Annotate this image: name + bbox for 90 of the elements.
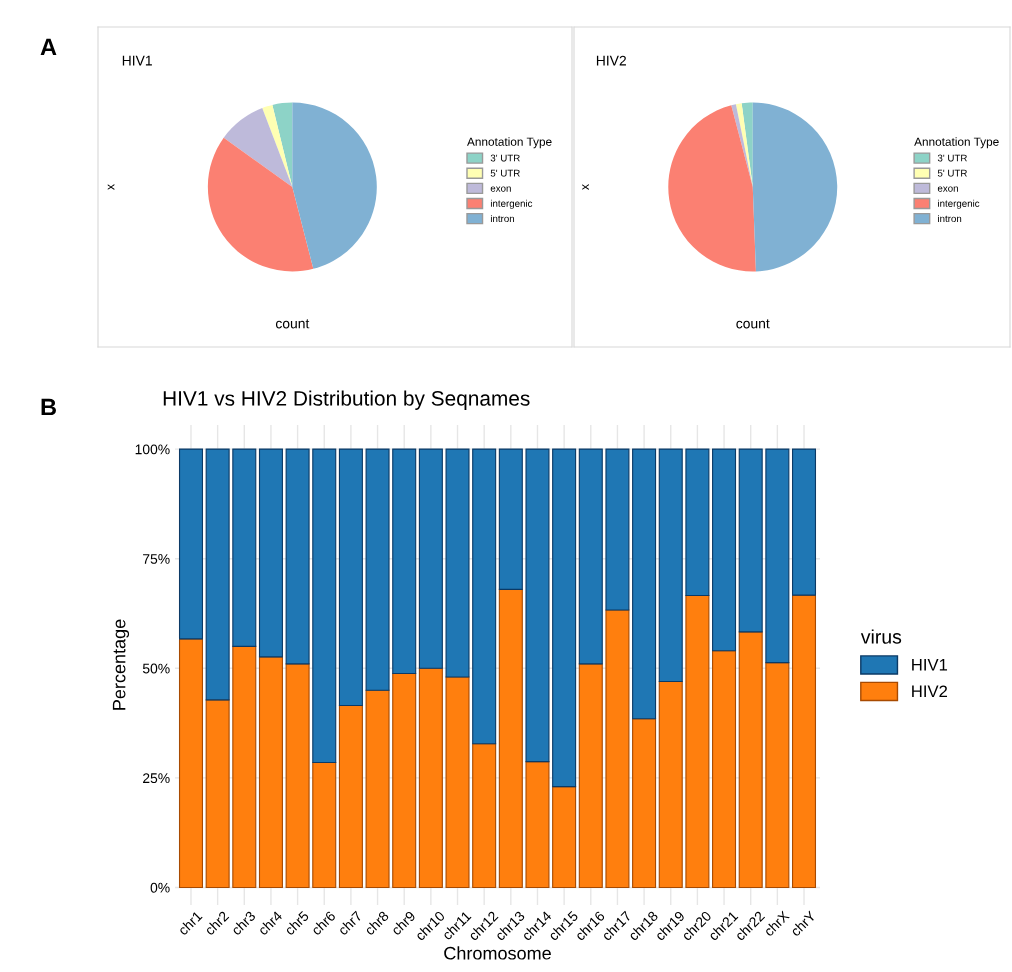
text: x — [582, 184, 589, 190]
pie-slice — [668, 105, 756, 272]
legend-label: exon — [490, 186, 511, 192]
bar — [632, 718, 657, 889]
bar — [738, 448, 763, 633]
bar — [552, 448, 577, 788]
bar — [552, 786, 577, 889]
bar — [685, 594, 710, 889]
bar — [418, 667, 443, 889]
bar — [232, 645, 257, 889]
x-tick-label: chr1 — [177, 910, 203, 936]
bar — [605, 448, 630, 611]
bar — [205, 699, 230, 889]
pie-slice — [752, 102, 838, 272]
legend-title: Annotation Type — [467, 137, 552, 149]
legend-label: exon — [937, 186, 958, 192]
bar — [685, 448, 710, 597]
bar — [765, 448, 790, 664]
bar — [605, 609, 630, 889]
legend-label: intron — [490, 214, 515, 223]
y-tick-label: 25% — [143, 773, 170, 784]
y-tick-label: 100% — [135, 444, 170, 455]
text: x — [107, 184, 115, 190]
y-tick-label: 75% — [143, 554, 170, 564]
bar — [472, 743, 497, 889]
text: count — [275, 319, 310, 329]
pie-slice — [207, 137, 314, 272]
bar — [765, 662, 790, 889]
bar — [258, 448, 283, 658]
bar — [232, 448, 257, 647]
y-tick-label: 0% — [150, 882, 170, 893]
bar — [392, 672, 417, 889]
bar — [178, 638, 204, 889]
legend-label: intergenic — [938, 199, 980, 209]
y-axis-title: Percentage — [112, 619, 130, 710]
bar — [338, 448, 363, 707]
legend-label: intron — [938, 214, 962, 223]
text: B — [41, 398, 56, 416]
bar — [258, 656, 283, 889]
bar — [445, 448, 470, 678]
legend-label: intergenic — [490, 199, 533, 209]
x-tick-label: chr4 — [257, 910, 283, 936]
y-tick-label: 50% — [142, 663, 170, 674]
chart-title: HIV2 — [596, 55, 626, 66]
bar — [525, 448, 550, 763]
text: count — [736, 319, 770, 329]
x-tick-label: chr9 — [390, 910, 416, 936]
pie-slice — [262, 104, 293, 187]
bar — [578, 663, 603, 889]
x-axis-title: Chromosome — [444, 946, 551, 960]
pie-slice — [272, 102, 293, 187]
bar — [285, 448, 310, 665]
bar — [285, 663, 310, 889]
bar — [712, 650, 737, 889]
bar — [712, 448, 737, 652]
legend-label: HIV2 — [912, 685, 948, 698]
bar — [658, 680, 683, 889]
bar — [791, 594, 817, 889]
legend-label: HIV1 — [912, 659, 948, 671]
bar — [658, 448, 683, 682]
bar — [365, 689, 390, 889]
bar — [392, 448, 417, 675]
bar — [418, 448, 443, 669]
bar — [312, 448, 337, 764]
bar — [365, 448, 390, 691]
bar — [578, 448, 603, 665]
text: A — [40, 38, 57, 56]
bar — [498, 448, 523, 590]
bar — [178, 448, 204, 640]
bar — [205, 448, 230, 701]
bar — [791, 448, 817, 596]
chart-title: HIV1 vs HIV2 Distribution by Seqnames — [163, 390, 530, 410]
legend-title: virus — [860, 629, 902, 644]
chart-title: HIV1 — [122, 55, 152, 66]
legend-label: 5' UTR — [937, 169, 967, 177]
legend-label: 3' UTR — [937, 154, 967, 162]
bar — [525, 761, 550, 889]
legend-label: 3' UTR — [490, 154, 520, 162]
pie-slice — [741, 102, 753, 187]
bar — [472, 448, 497, 745]
bar — [338, 704, 363, 889]
bar — [632, 448, 657, 720]
bar — [738, 631, 763, 889]
bar — [312, 761, 337, 889]
legend-label: 5' UTR — [490, 169, 520, 177]
bar — [498, 588, 523, 889]
pie-slice — [292, 102, 377, 269]
legend-title: Annotation Type — [914, 137, 999, 149]
pie-slice — [223, 108, 293, 187]
bar — [445, 676, 470, 889]
